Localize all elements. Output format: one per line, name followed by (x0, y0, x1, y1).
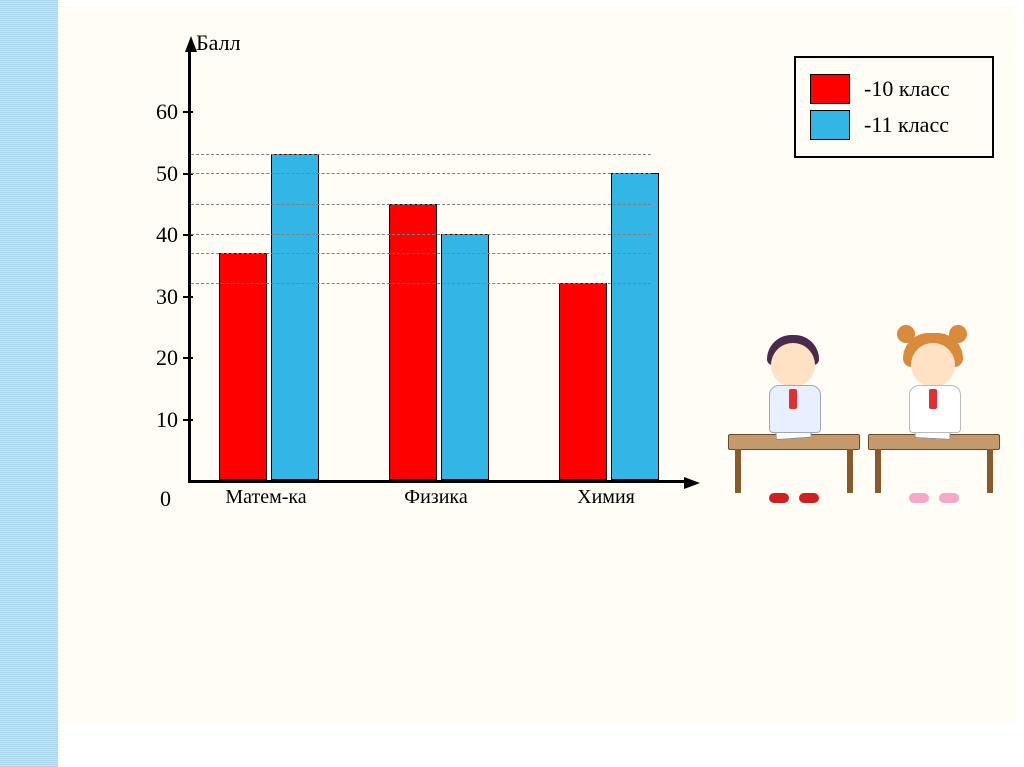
value-guideline (191, 283, 651, 284)
y-tick-mark (183, 111, 193, 113)
value-guideline (191, 253, 651, 254)
legend-item: -11 класс (810, 110, 978, 140)
desk-icon (728, 434, 860, 450)
legend-swatch-grade10 (810, 74, 850, 104)
y-tick-mark (183, 357, 193, 359)
y-tick-label: 40 (118, 222, 178, 248)
y-tick-mark (183, 419, 193, 421)
origin-label: 0 (160, 486, 171, 512)
students-clipart (720, 270, 1010, 490)
legend-label: -10 класс (864, 76, 950, 102)
y-tick-label: 20 (118, 345, 178, 371)
legend-item: -10 класс (810, 74, 978, 104)
x-category-label: Матем-ка (206, 486, 326, 509)
bar (389, 204, 437, 480)
y-tick-label: 50 (118, 161, 178, 187)
bar (611, 173, 659, 480)
desk-icon (868, 434, 1000, 450)
chart-plot-area (188, 50, 691, 483)
value-guideline (191, 154, 651, 155)
legend-swatch-grade11 (810, 110, 850, 140)
slide-left-border (0, 0, 58, 767)
x-category-label: Химия (546, 486, 666, 509)
score-bar-chart: Балл 0 102030405060Матем-каФизикаХимия (100, 30, 720, 560)
y-tick-label: 10 (118, 407, 178, 433)
y-tick-label: 60 (118, 99, 178, 125)
bar (559, 283, 607, 480)
value-guideline (191, 234, 651, 235)
value-guideline (191, 173, 651, 174)
bar (441, 234, 489, 480)
bar (219, 253, 267, 480)
x-axis-arrow-icon (684, 477, 700, 489)
value-guideline (191, 204, 651, 205)
chart-legend: -10 класс -11 класс (794, 56, 994, 158)
y-tick-mark (183, 296, 193, 298)
legend-label: -11 класс (864, 112, 949, 138)
x-category-label: Физика (376, 486, 496, 509)
y-tick-label: 30 (118, 284, 178, 310)
